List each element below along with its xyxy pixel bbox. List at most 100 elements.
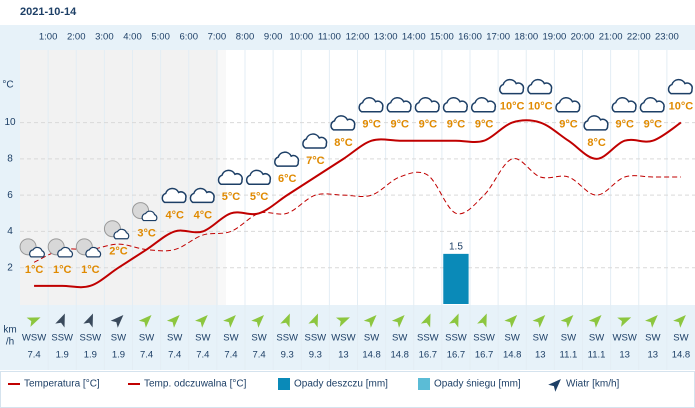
temperature-label: 2°C [109,246,128,258]
cloud [29,246,45,258]
wind-unit: km [3,325,16,336]
wind-direction: SW [223,333,238,344]
temperature-label: 9°C [475,119,494,131]
weather-icon [47,238,74,258]
temperature-label: 9°C [644,119,663,131]
weather-icon [217,169,243,186]
weather-icon [414,97,440,113]
wind-arrow [335,317,350,327]
cloud [667,78,693,95]
hour-label: 1:00 [39,32,58,43]
wind-arrow [308,313,318,328]
wind-direction: SSW [417,333,439,344]
wind-arrow [55,313,65,328]
temperature-label: 4°C [194,209,213,221]
weather-icon [358,97,384,113]
temperature-label: 9°C [559,119,578,131]
wind-speed: 13 [338,350,349,361]
feels-like-line [33,158,681,263]
cloud [499,78,525,95]
temperature-label: 10°C [500,100,525,112]
wind-speed: 13 [619,350,630,361]
wind-arrow [26,317,41,327]
wind-direction: SSW [473,333,495,344]
y-tick-label: 4 [7,226,13,237]
weather-icon [75,238,102,258]
y-tick-label: 8 [7,153,13,164]
hour-label: 21:00 [599,32,623,43]
temperature-label: 9°C [362,119,381,131]
weather-icon [274,151,300,167]
cloud [358,97,384,113]
wind-arrow [391,315,405,328]
wind-arrow [477,313,487,328]
legend-box [0,371,695,408]
wind-direction: SW [364,333,379,344]
weather-icon [330,115,356,131]
wind-direction: SW [645,333,660,344]
weather-icon [386,97,412,113]
wind-arrow [449,313,459,328]
wind-speed: 11.1 [560,350,578,361]
legend-swatch [548,379,561,392]
temperature-label: 7°C [306,155,325,167]
hour-label: 3:00 [95,32,114,43]
axis-column [0,25,20,370]
cloud [141,210,158,222]
wind-arrow [532,315,546,328]
wind-direction: WSW [613,333,637,344]
legend-label: Temperatura [°C] [24,379,100,390]
cloud [217,169,243,186]
hour-label: 20:00 [571,32,595,43]
wind-speed: 7.4 [196,350,209,361]
wind-arrow [673,315,686,328]
hour-label: 14:00 [402,32,426,43]
weather-icon [161,187,187,204]
cloud [302,133,328,149]
night-shade [20,50,218,305]
hour-label: 12:00 [346,32,370,43]
wind-direction: SSW [445,333,467,344]
temperature-label: 9°C [447,119,466,131]
cloud [386,97,412,113]
wind-direction: SW [139,333,154,344]
legend-swatch [418,378,430,390]
y-tick-label: 10 [4,117,16,128]
wind-direction: SW [533,333,548,344]
wind-arrow [110,315,124,328]
temperature-label: 1°C [81,264,100,276]
temperature-label: 1°C [25,264,44,276]
temperature-label: 9°C [390,119,409,131]
weather-icon [103,220,130,240]
rain-bar [443,253,469,304]
cloud [85,246,102,258]
cloud [113,228,130,240]
y-tick-label: 6 [7,190,13,201]
weather-icon [499,78,525,95]
cloud [161,187,187,204]
temperature-label: 9°C [419,119,438,131]
hour-label: 13:00 [374,32,398,43]
weather-icon [245,169,272,186]
wind-direction: SW [251,333,266,344]
wind-direction: SW [505,333,520,344]
cloud [555,97,581,113]
temperature-line [34,119,682,289]
legend-label: Opady śniegu [mm] [434,379,521,390]
cloud [189,187,215,204]
wind-direction: WSW [331,333,355,344]
cloud [245,169,272,186]
wind-speed: 13 [535,350,546,361]
wind-arrow [560,315,574,328]
wind-direction: SSW [79,333,101,344]
wind-arrow [83,313,93,328]
wind-direction: WSW [22,333,46,344]
wind-arrow [363,315,377,328]
cloud [527,78,553,95]
wind-speed: 14.8 [503,350,522,361]
weather-icon [667,78,693,95]
wind-direction: SW [167,333,182,344]
hour-label: 17:00 [486,32,510,43]
temperature-label: 8°C [587,137,606,149]
legend-label: Wiatr [km/h] [566,379,620,390]
